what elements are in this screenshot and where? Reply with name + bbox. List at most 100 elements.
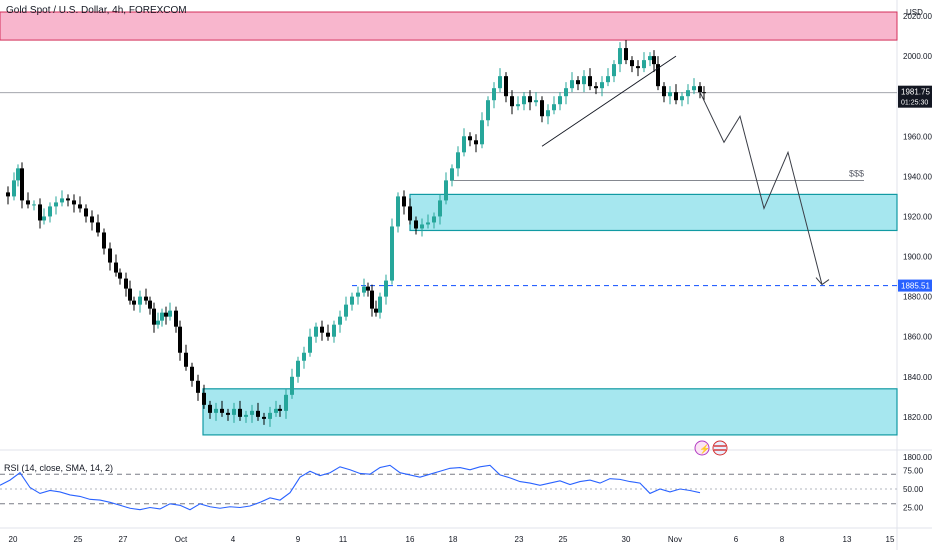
candle-body <box>642 60 646 69</box>
time-tick-label: 27 <box>119 535 128 544</box>
candle-body <box>268 412 272 419</box>
candle-body <box>468 136 472 141</box>
lightning-event-icon <box>694 440 710 456</box>
candle-body <box>118 272 122 279</box>
candle-body <box>612 64 616 77</box>
candle-body <box>96 222 100 233</box>
projection-arrowhead <box>815 277 830 286</box>
candle-body <box>128 288 132 301</box>
candle-body <box>552 104 556 111</box>
time-tick-label: 9 <box>296 535 301 544</box>
candle-body <box>278 408 282 411</box>
time-tick-label: 11 <box>339 535 348 544</box>
candle-body <box>60 198 64 203</box>
candle-body <box>564 88 568 97</box>
candle-body <box>302 352 306 361</box>
candle-body <box>326 332 330 337</box>
countdown-value: 01:25:30 <box>901 100 928 107</box>
candle-body <box>558 96 562 105</box>
price-tick-label: 1940.00 <box>903 172 932 181</box>
candle-body <box>108 248 112 263</box>
rsi-line <box>0 464 701 511</box>
candle-body <box>546 110 550 117</box>
candle-body <box>408 206 412 221</box>
candle-body <box>54 202 58 207</box>
candle-body <box>124 278 128 289</box>
candle-body <box>250 410 254 415</box>
candle-body <box>370 290 374 309</box>
currency-label[interactable]: USD <box>906 8 923 17</box>
candle-body <box>178 326 182 353</box>
candle-body <box>600 82 604 89</box>
candle-body <box>308 336 312 353</box>
candle-body <box>402 196 406 207</box>
candle-body <box>164 312 168 317</box>
candle-body <box>338 316 342 325</box>
price-tick-label: 1880.00 <box>903 293 932 302</box>
candle-body <box>190 366 194 381</box>
time-tick-label: 13 <box>843 535 852 544</box>
liquidity-label: $$$ <box>849 168 864 178</box>
candle-body <box>144 296 148 301</box>
candle-body <box>374 308 378 313</box>
candle-body <box>702 92 706 94</box>
candle-body <box>594 86 598 89</box>
chart-title: Gold Spot / U.S. Dollar, 4h, FOREXCOM <box>6 5 187 16</box>
rsi-tick-label: 25.00 <box>903 504 924 513</box>
candle-body <box>132 300 136 305</box>
current-price-tag <box>898 85 932 108</box>
price-tick-label: 1960.00 <box>903 132 932 141</box>
time-tick-label: 6 <box>734 535 739 544</box>
candle-body <box>384 280 388 297</box>
candle-body <box>438 200 442 217</box>
time-tick-label: 4 <box>231 535 236 544</box>
candle-body <box>456 152 460 169</box>
candle-body <box>686 90 690 97</box>
time-tick-label: 16 <box>406 535 415 544</box>
candle-body <box>196 380 200 393</box>
candle-body <box>396 196 400 227</box>
candle-body <box>244 414 248 417</box>
candle-body <box>444 180 448 201</box>
candle-body <box>356 292 360 297</box>
candle-body <box>534 100 538 103</box>
candle-body <box>202 392 206 405</box>
candle-body <box>138 296 142 305</box>
candle-body <box>114 262 118 273</box>
price-tick-label: 2000.00 <box>903 52 932 61</box>
trendline <box>541 55 677 147</box>
candle-body <box>606 76 610 83</box>
candle-body <box>426 222 430 225</box>
candle-body <box>588 76 592 87</box>
candle-body <box>652 56 656 65</box>
price-tick-label: 1900.00 <box>903 253 932 262</box>
time-tick-label: 25 <box>74 535 83 544</box>
candle-body <box>378 296 382 313</box>
candle-body <box>680 96 684 101</box>
price-tick-label: 1840.00 <box>903 373 932 382</box>
candle-body <box>486 100 490 121</box>
target-price-tag <box>898 279 932 292</box>
candle-body <box>540 100 544 117</box>
time-tick-label: Oct <box>175 535 188 544</box>
candle-body <box>636 66 640 69</box>
rsi-tick-label: 75.00 <box>903 467 924 476</box>
candle-body <box>66 198 70 201</box>
time-tick-label: 18 <box>449 535 458 544</box>
candle-body <box>32 204 36 206</box>
rsi-indicator-label[interactable]: RSI (14, close, SMA, 14, 2) <box>4 463 114 473</box>
time-tick-label: 15 <box>886 535 895 544</box>
time-tick-label: 20 <box>9 535 18 544</box>
candle-body <box>256 410 260 417</box>
time-tick-label: 30 <box>622 535 631 544</box>
candle-body <box>6 192 10 197</box>
candle-body <box>12 180 16 197</box>
candle-body <box>570 80 574 89</box>
candle-body <box>366 286 370 291</box>
candle-body <box>16 168 20 181</box>
current-price-value: 1981.75 <box>901 88 930 97</box>
candle-body <box>48 206 52 217</box>
projection-path <box>699 91 823 285</box>
demand-zone <box>202 388 898 436</box>
